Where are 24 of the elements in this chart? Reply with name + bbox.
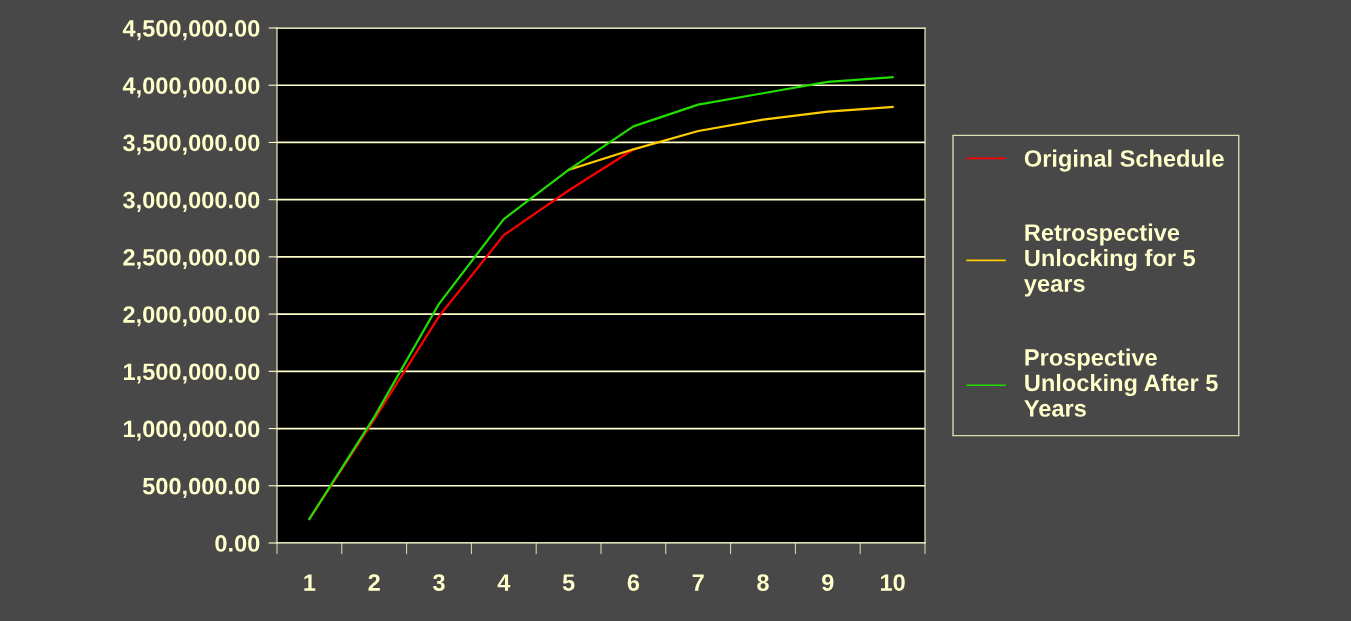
y-tick-label: 1,000,000.00 [123, 420, 260, 441]
line-series [308, 76, 894, 521]
x-tick-label: 3 [432, 574, 445, 591]
y-tick-label: 1,500,000.00 [123, 363, 260, 384]
y-tick-label: 2,500,000.00 [123, 248, 260, 270]
y-tick-label: 4,500,000.00 [122, 20, 260, 41]
x-tick-label: 5 [562, 574, 575, 591]
x-tick-label: 6 [627, 574, 640, 591]
legend-label: Original Schedule [1024, 149, 1224, 172]
x-tick-label: 4 [497, 574, 511, 591]
x-tick-label: 9 [822, 574, 834, 591]
x-tick-label: 1 [304, 574, 316, 591]
y-tick-label: 4,000,000.00 [122, 77, 260, 98]
y-tick-label: 2,000,000.00 [123, 306, 260, 327]
y-tick-label: 500,000.00 [142, 477, 260, 498]
x-tick-label: 8 [757, 574, 769, 591]
x-tick-label: 7 [692, 574, 704, 591]
x-tick-label: 2 [368, 574, 380, 591]
y-tick-label: 3,000,000.00 [123, 191, 260, 212]
legend-label: Retrospective Unlocking for 5 years [1024, 223, 1196, 297]
y-tick-label: 0.00 [215, 535, 260, 552]
legend-label: Prospective Unlocking After 5 Years [1024, 348, 1218, 417]
y-tick-label: 3,500,000.00 [123, 134, 260, 155]
x-tick-label: 10 [880, 574, 905, 591]
